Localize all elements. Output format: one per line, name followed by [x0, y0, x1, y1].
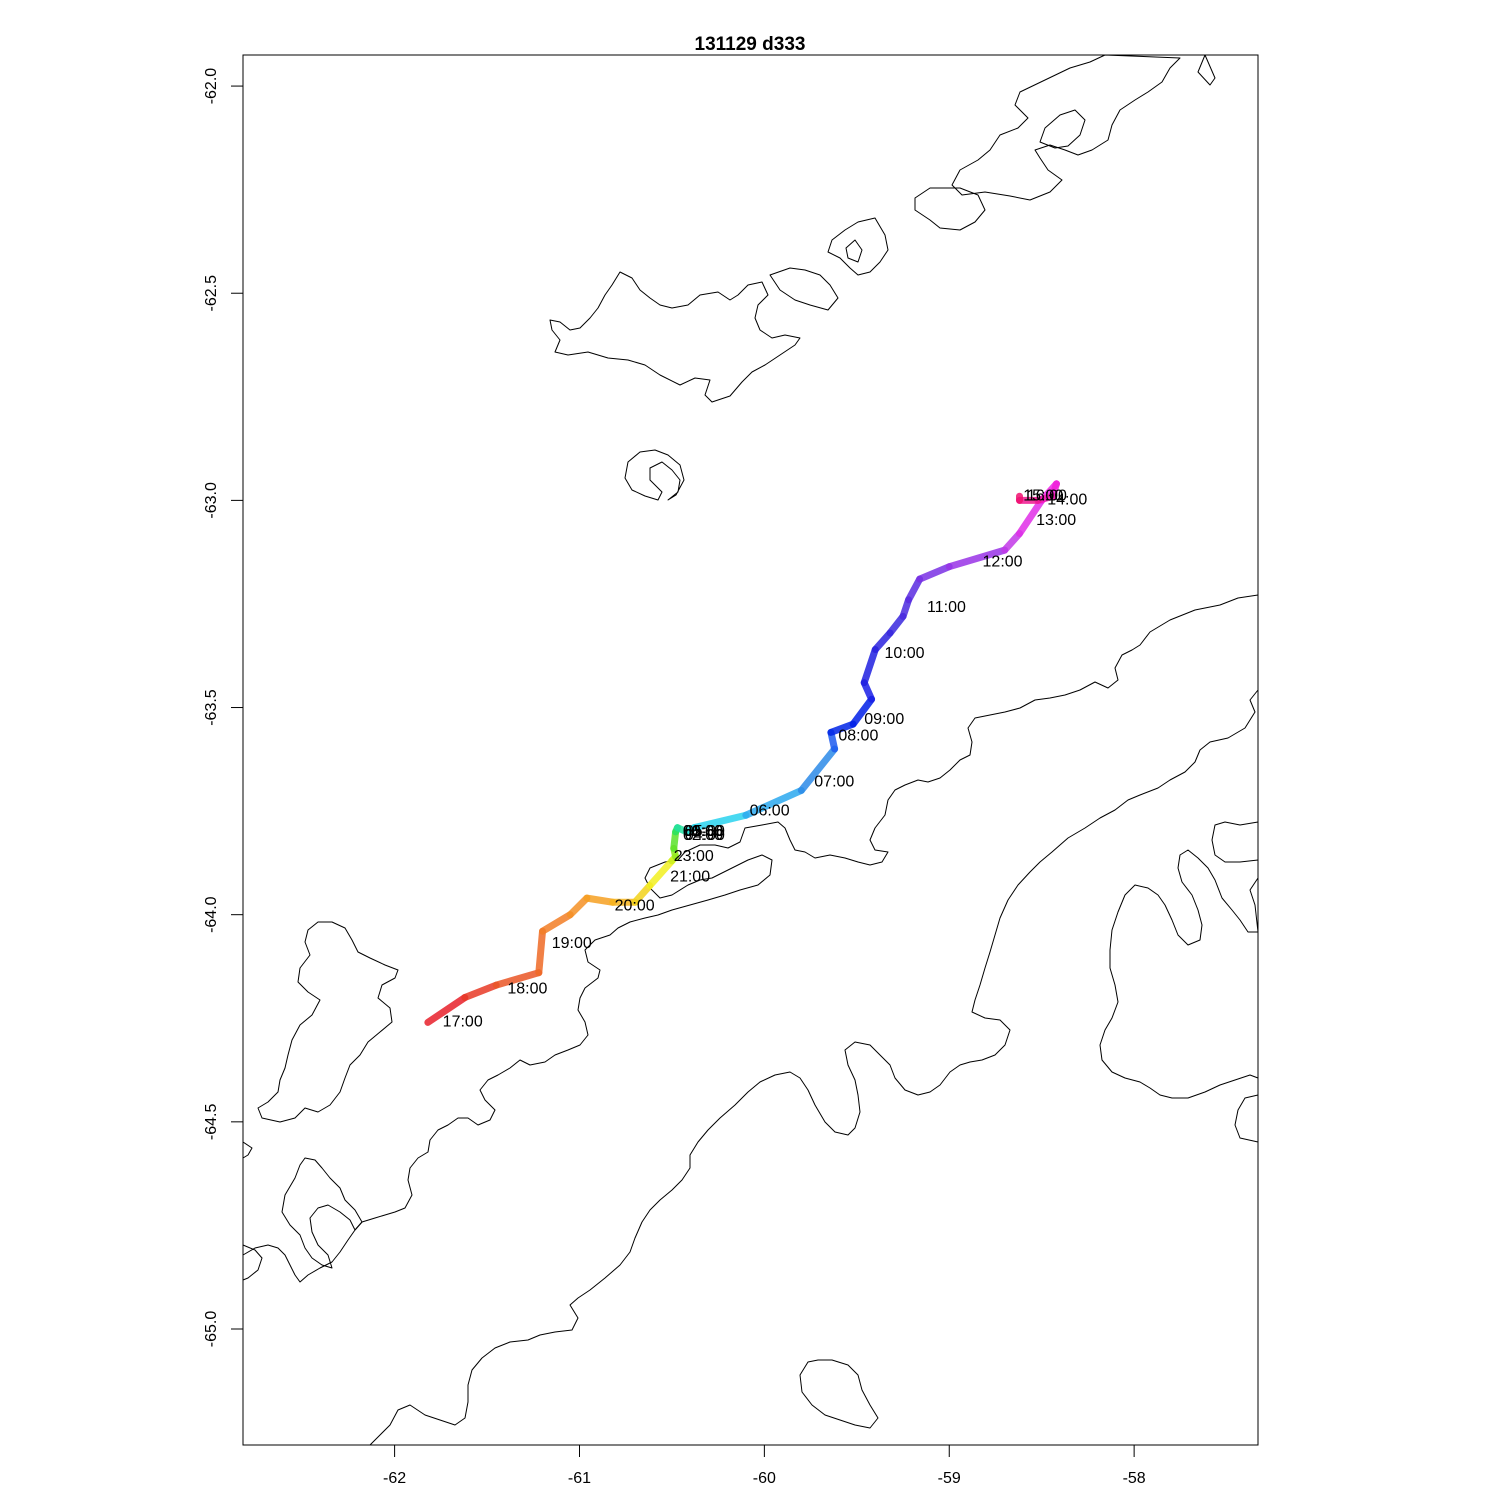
time-label: 17:00: [443, 1014, 483, 1031]
time-label: 07:00: [814, 773, 854, 790]
time-label: 18:00: [507, 980, 547, 997]
track-segment: [583, 894, 617, 906]
time-label: 09:00: [864, 711, 904, 728]
y-tick-label: -64.0: [203, 896, 220, 933]
track-segment: [886, 612, 907, 637]
coastline-island-north-4: [827, 217, 889, 276]
y-tick-label: -62.5: [203, 275, 220, 312]
track-segment: [461, 981, 500, 1002]
y-tick-label: -63.5: [203, 689, 220, 726]
ship-track: [424, 480, 1060, 1026]
time-label: 19:00: [552, 935, 592, 952]
coastline-west-2: [242, 1141, 253, 1159]
coastline-east-3: [1234, 1094, 1259, 1143]
track-segment: [905, 575, 924, 604]
x-tick-label: -62: [383, 1470, 406, 1487]
track-segment: [535, 927, 547, 977]
coastline-peninsula-east: [369, 689, 1259, 1446]
time-label: 23:00: [674, 848, 714, 865]
track-segment: [916, 563, 953, 583]
x-tick-label: -58: [1123, 1470, 1146, 1487]
track-segment: [849, 695, 876, 728]
time-label: 05:00: [685, 823, 725, 840]
track-segment: [566, 894, 591, 919]
time-label: 21:00: [670, 869, 710, 886]
time-label: 15:00: [1023, 487, 1063, 504]
time-label: 16:00: [1027, 487, 1067, 504]
coastline-east-1: [1211, 821, 1259, 863]
coastline-west-3: [281, 1157, 363, 1269]
coastline-island-north-1: [951, 54, 1216, 201]
track-segment: [690, 811, 750, 832]
coastline-island-north-2: [1039, 109, 1086, 149]
time-label: 13:00: [1036, 512, 1076, 529]
track-segment: [1016, 496, 1046, 538]
x-tick-label: -61: [568, 1470, 591, 1487]
coastline-south-island: [799, 1359, 879, 1429]
time-label: 06:00: [750, 802, 790, 819]
time-labels: 17:00 18:00 19:00 20:00 21:00 23:00 00:0001:00…: [443, 487, 1088, 1030]
time-label: 02:00: [683, 827, 723, 844]
time-label: 01:00: [683, 823, 723, 840]
track-segment: [539, 911, 574, 935]
time-label: 20:00: [615, 898, 655, 915]
y-tick-label: -62.0: [203, 68, 220, 105]
time-label: 08:00: [838, 728, 878, 745]
track-segment: [1001, 530, 1024, 554]
time-label: 14:00: [1047, 492, 1087, 509]
coastline-island-north-3: [914, 187, 986, 231]
track-segment: [424, 994, 469, 1026]
coastline-island-north-5: [549, 267, 839, 403]
coastline-west-4: [242, 1244, 263, 1281]
time-label: 00:00: [683, 823, 723, 840]
track-segment: [797, 745, 839, 794]
y-tick-label: -64.5: [203, 1104, 220, 1141]
track-segment: [945, 546, 1009, 571]
track-segment: [827, 720, 857, 736]
time-label: 04:00: [685, 827, 725, 844]
time-label: 10:00: [885, 645, 925, 662]
track-segment: [742, 786, 805, 819]
coastline: [242, 54, 1259, 1446]
chart-title: 131129 d333: [695, 34, 806, 55]
coastline-island-center: [624, 449, 685, 501]
coastline-peninsula: [242, 594, 1259, 1283]
y-axis: -62.0 -62.5 -63.0 -63.5 -64.0 -64.5 -65.0: [203, 68, 243, 1347]
time-label: 03:00: [683, 823, 723, 840]
time-label: 12:00: [983, 554, 1023, 571]
track-segment: [871, 629, 894, 654]
coastline-east-2: [1099, 849, 1259, 1099]
plot-frame: [242, 54, 1259, 1446]
track-segment: [860, 646, 879, 687]
track-segment: [646, 857, 676, 890]
y-tick-label: -65.0: [203, 1311, 220, 1348]
x-axis: -62 -61 -60 -59 -58: [383, 1445, 1146, 1487]
coastline-west-island-1: [257, 921, 399, 1123]
time-label: 11:00: [927, 599, 966, 616]
y-tick-label: -63.0: [203, 482, 220, 519]
x-tick-label: -59: [938, 1470, 961, 1487]
track-segment: [492, 969, 543, 989]
track-segment: [631, 882, 654, 906]
x-tick-label: -60: [753, 1470, 776, 1487]
